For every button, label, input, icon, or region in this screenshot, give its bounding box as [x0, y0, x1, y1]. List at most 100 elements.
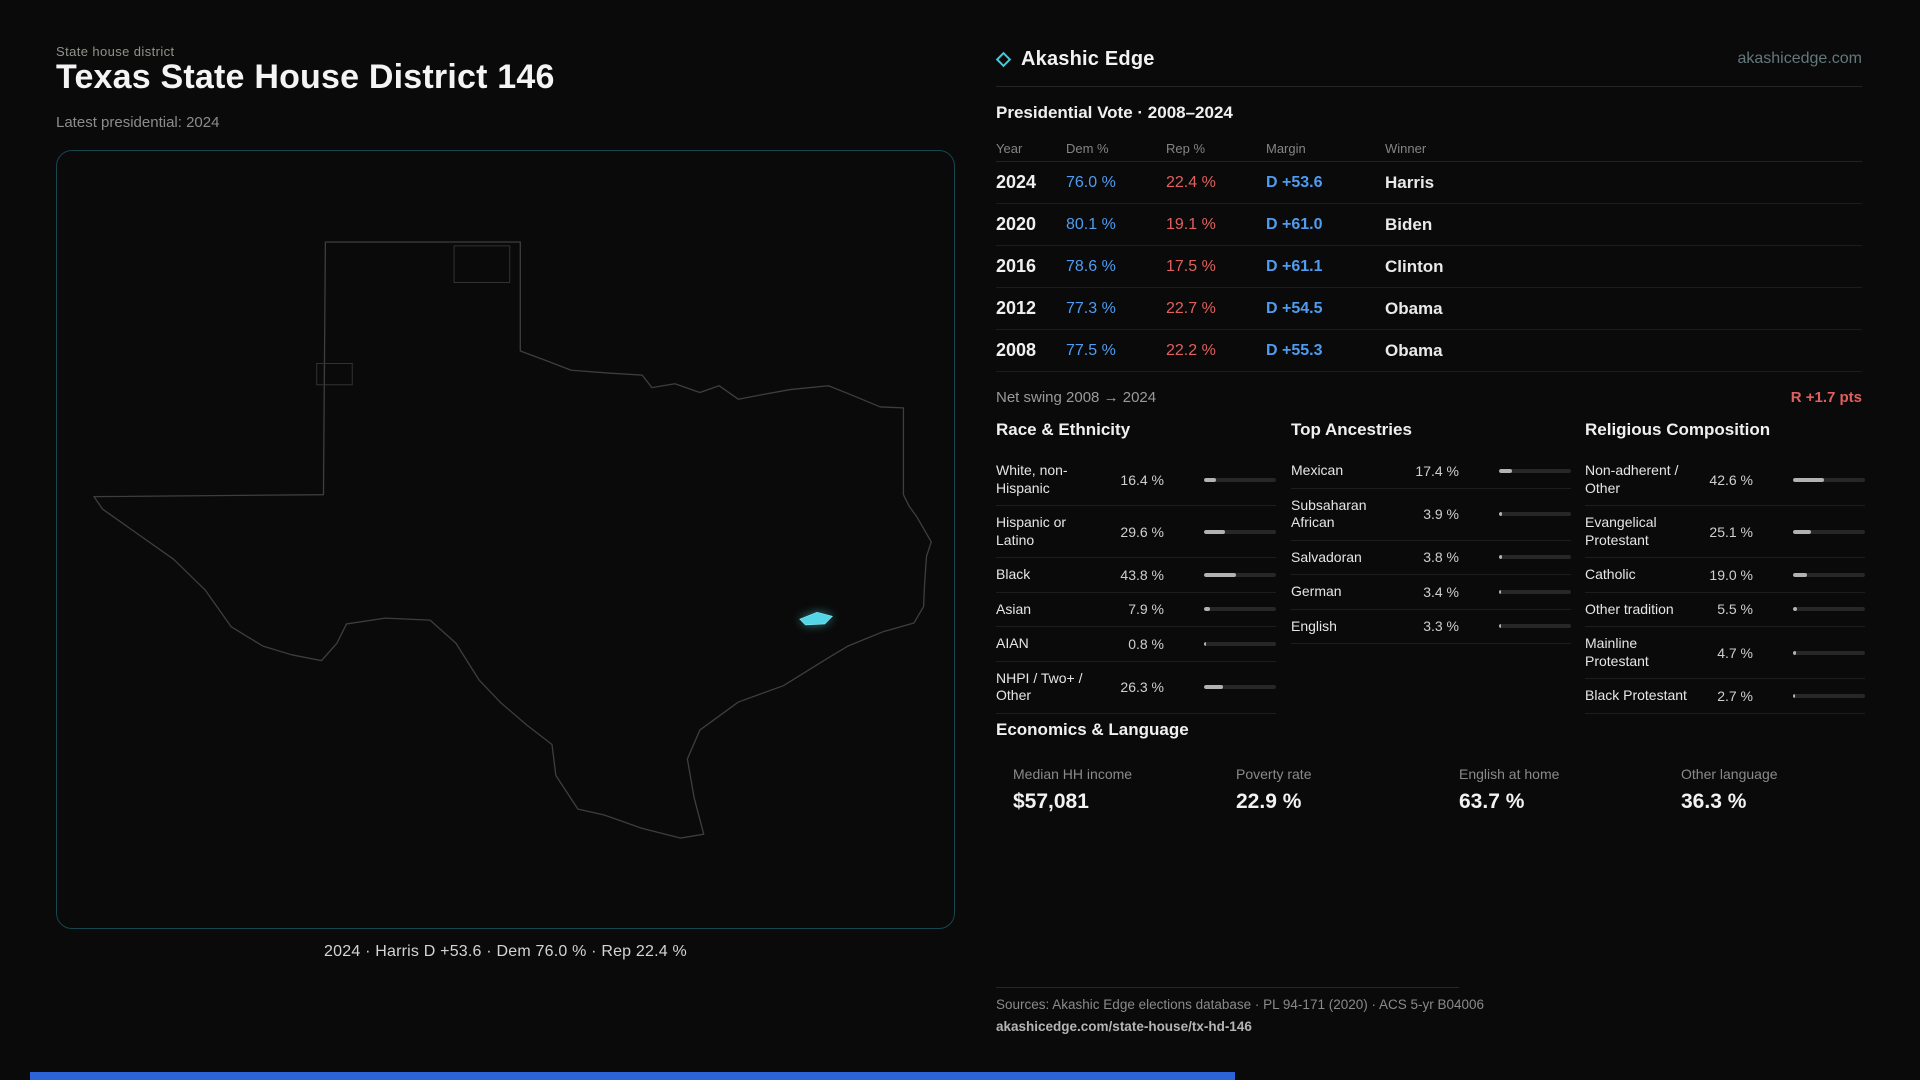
year-cell: 2016 [996, 256, 1037, 276]
demo-label: Catholic [1585, 566, 1636, 582]
demo-value: 19.0 % [1709, 566, 1753, 583]
texas-outline-map [93, 242, 938, 840]
eyebrow-label: State house district [56, 44, 175, 59]
demo-value: 42.6 % [1709, 471, 1753, 488]
presidential-vote-table: Year Dem % Rep % Margin Winner 2024 76.0… [996, 136, 1862, 372]
winner-cell: Biden [1385, 214, 1433, 234]
demo-row: Catholic 19.0 % [1585, 558, 1865, 593]
permalink-link[interactable]: akashicedge.com/state-house/tx-hd-146 [996, 1019, 1252, 1034]
page-title: Texas State House District 146 [56, 58, 555, 96]
stat-bar [1499, 512, 1571, 516]
ancestries-column: Top Ancestries Mexican 17.4 % Subsaharan… [1291, 420, 1571, 644]
demo-label: Mainline Protestant [1585, 635, 1649, 669]
stat-median-income: Median HH income $57,081 [1013, 766, 1132, 814]
margin-cell: D +53.6 [1266, 173, 1323, 191]
demo-value: 16.4 % [1120, 471, 1164, 488]
demo-row: Mexican 17.4 % [1291, 454, 1571, 489]
demo-row: Black Protestant 2.7 % [1585, 679, 1865, 714]
stat-value: 36.3 % [1681, 790, 1747, 813]
stat-bar [1499, 555, 1571, 560]
stat-bar [1793, 607, 1865, 612]
demo-row: Other tradition 5.5 % [1585, 593, 1865, 627]
stat-bar [1793, 477, 1865, 482]
stat-bar [1204, 477, 1276, 482]
diamond-icon [995, 51, 1012, 67]
table-row: 2012 77.3 % 22.7 % D +54.5 Obama [996, 288, 1862, 330]
brand-header: Akashic Edge akashicedge.com [995, 44, 1862, 74]
texas-map-panel [56, 150, 955, 929]
stat-value: $57,081 [1013, 790, 1089, 813]
demo-row: English 3.3 % [1291, 610, 1571, 644]
demo-row: AIAN 0.8 % [996, 627, 1276, 662]
religion-column: Religious Composition Non-adherent / Oth… [1585, 420, 1865, 714]
demo-value: 7.9 % [1128, 601, 1164, 618]
stat-bar [1204, 685, 1276, 689]
year-cell: 2020 [996, 214, 1037, 234]
brand-name: Akashic Edge [1021, 47, 1155, 70]
winner-cell: Clinton [1385, 256, 1444, 276]
margin-cell: D +61.1 [1266, 257, 1323, 275]
table-row: 2008 77.5 % 22.2 % D +55.3 Obama [996, 330, 1862, 372]
demo-value: 3.8 % [1423, 549, 1459, 566]
demo-row: Salvadoran 3.8 % [1291, 541, 1571, 575]
demo-value: 29.6 % [1120, 523, 1164, 540]
margin-cell: D +61.0 [1266, 215, 1323, 233]
demo-row: German 3.4 % [1291, 575, 1571, 610]
stat-bar [1204, 607, 1276, 612]
ancestries-title: Top Ancestries [1291, 420, 1412, 439]
demo-label: White, non-Hispanic [996, 462, 1068, 496]
demo-row: Subsaharan African 3.9 % [1291, 489, 1571, 541]
rep-cell: 22.2 % [1166, 341, 1216, 359]
stat-bar [1793, 693, 1865, 698]
stat-bar [1499, 624, 1571, 629]
latest-presidential-label: Latest presidential: 2024 [56, 114, 220, 131]
demo-value: 2.7 % [1717, 687, 1753, 704]
demo-label: Asian [996, 600, 1032, 617]
county-detail-line [317, 364, 353, 385]
demo-value: 17.4 % [1415, 462, 1459, 479]
report-panel: Akashic Edge akashicedge.com Presidentia… [995, 0, 1865, 1080]
stat-bar [1793, 572, 1865, 577]
demo-row: NHPI / Two+ / Other 26.3 % [996, 662, 1276, 714]
table-row: 2016 78.6 % 17.5 % D +61.1 Clinton [996, 246, 1862, 288]
winner-cell: Harris [1385, 172, 1435, 192]
stat-label: English at home [1459, 766, 1560, 782]
demo-row: Black 43.8 % [996, 558, 1276, 593]
margin-cell: D +54.5 [1266, 299, 1323, 317]
demo-row: Hispanic or Latino 29.6 % [996, 506, 1276, 558]
stat-value: 63.7 % [1459, 790, 1525, 813]
col-winner: Winner [1385, 141, 1427, 156]
net-swing-value: R +1.7 pts [1790, 388, 1862, 406]
demo-label: Other tradition [1585, 600, 1674, 617]
demo-label: German [1291, 583, 1342, 599]
demo-label: Hispanic or Latino [996, 514, 1067, 548]
sources-text: Sources: Akashic Edge elections database… [996, 997, 1485, 1012]
vote-table-header: Year Dem % Rep % Margin Winner [996, 136, 1862, 162]
demo-label: Black Protestant [1585, 687, 1687, 703]
district-146-shape [800, 612, 833, 625]
divider [996, 86, 1862, 87]
stat-label: Other language [1681, 766, 1778, 782]
race-ethnicity-title: Race & Ethnicity [996, 420, 1131, 439]
col-rep: Rep % [1166, 141, 1206, 156]
demo-value: 3.3 % [1423, 618, 1459, 635]
demo-label: Non-adherent / Other [1585, 462, 1679, 496]
demo-row: Evangelical Protestant 25.1 % [1585, 506, 1865, 558]
texas-state-outline [94, 242, 931, 838]
dem-cell: 77.3 % [1066, 299, 1116, 317]
demo-value: 26.3 % [1120, 679, 1164, 695]
dem-cell: 76.0 % [1066, 173, 1116, 191]
demo-value: 3.9 % [1423, 506, 1459, 522]
demo-row: White, non-Hispanic 16.4 % [996, 454, 1276, 506]
table-row: 2020 80.1 % 19.1 % D +61.0 Biden [996, 204, 1862, 246]
demo-value: 3.4 % [1423, 583, 1459, 600]
brand-site-link[interactable]: akashicedge.com [1737, 50, 1862, 67]
demo-row: Mainline Protestant 4.7 % [1585, 627, 1865, 679]
year-cell: 2012 [996, 298, 1037, 318]
dem-cell: 80.1 % [1066, 215, 1116, 233]
stat-label: Median HH income [1013, 766, 1133, 782]
demo-value: 5.5 % [1717, 601, 1753, 618]
rep-cell: 17.5 % [1166, 257, 1216, 275]
demo-value: 43.8 % [1120, 566, 1164, 583]
